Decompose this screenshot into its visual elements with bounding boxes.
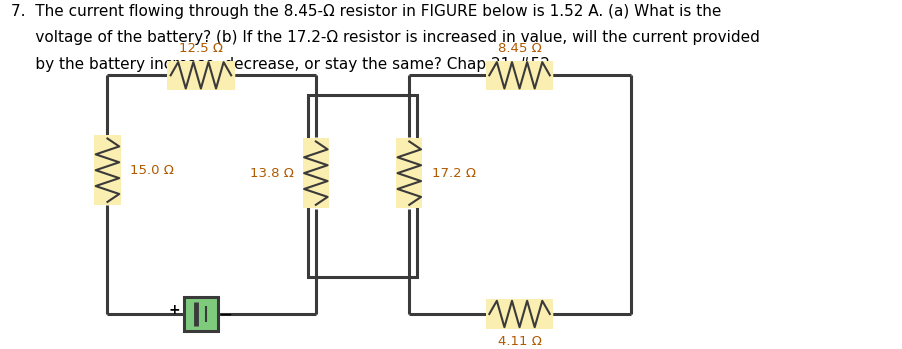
Text: 13.8 Ω: 13.8 Ω [250,166,293,180]
Text: by the battery increase, decrease, or stay the same? Chap 21_#52: by the battery increase, decrease, or st… [11,57,550,73]
Text: 7.  The current flowing through the 8.45-Ω resistor in FIGURE below is 1.52 A. (: 7. The current flowing through the 8.45-… [11,4,722,19]
Text: 15.0 Ω: 15.0 Ω [130,164,174,177]
Bar [486,61,553,90]
Text: voltage of the battery? (b) If the 17.2-Ω resistor is increased in value, will t: voltage of the battery? (b) If the 17.2-… [11,30,760,45]
Bar [95,135,121,206]
Text: 17.2 Ω: 17.2 Ω [432,166,475,180]
Text: 4.11 Ω: 4.11 Ω [498,335,541,348]
Bar [308,95,417,277]
Text: 12.5 Ω: 12.5 Ω [179,42,223,55]
Text: +: + [169,303,180,317]
Text: 8.45 Ω: 8.45 Ω [498,42,541,55]
Text: −: − [218,306,233,324]
Bar [184,297,217,331]
Bar [167,61,235,90]
Bar [486,299,553,329]
Bar [303,138,329,208]
Bar [396,138,422,208]
